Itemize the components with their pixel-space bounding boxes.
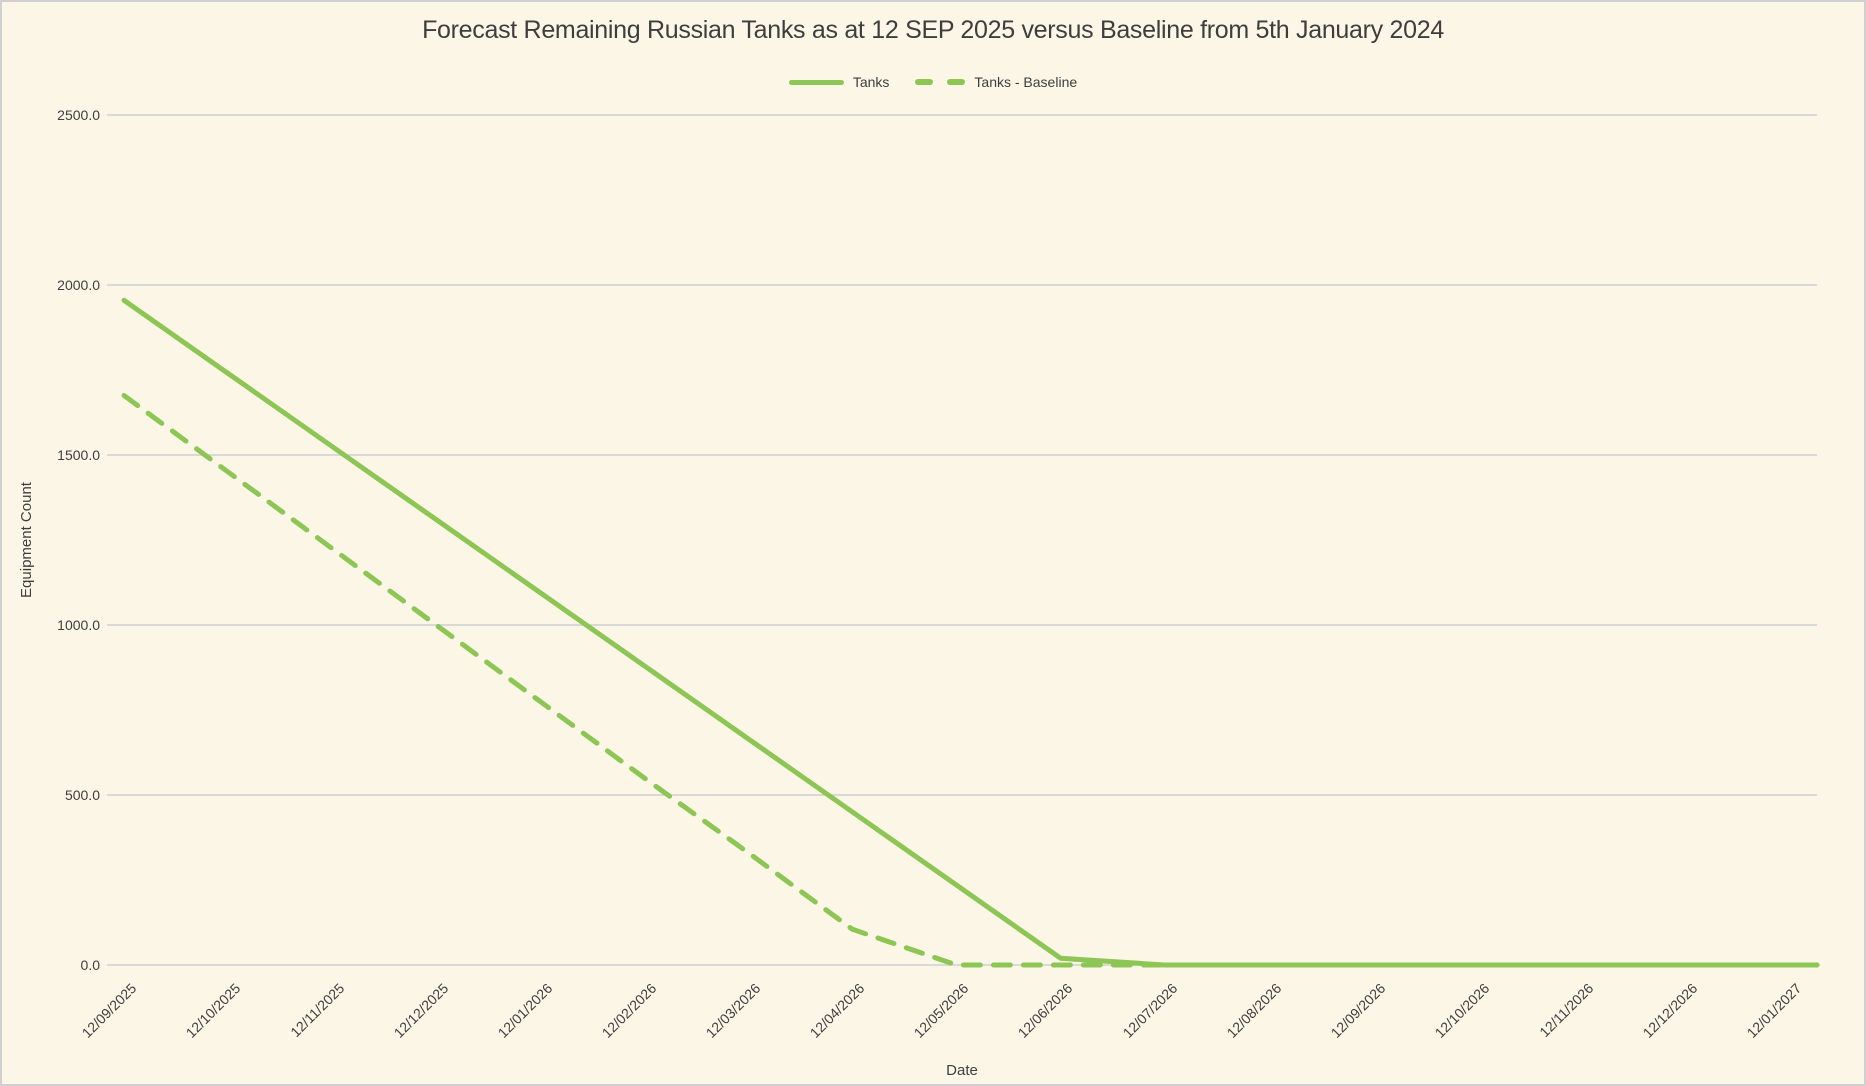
tanks-line	[121, 297, 1820, 968]
y-axis-tick-label: 2000.0	[57, 277, 100, 293]
y-axis-tick-label: 1500.0	[57, 447, 100, 463]
legend-label-tanks-baseline: Tanks - Baseline	[974, 74, 1078, 90]
dashed-line-swatch-icon	[915, 79, 966, 85]
y-axis-tick-label: 2500.0	[57, 107, 100, 123]
x-axis-title: Date	[946, 1062, 978, 1079]
y-axis-tick-label: 1000.0	[57, 617, 100, 633]
y-axis-title: Equipment Count	[18, 482, 35, 598]
legend-label-tanks: Tanks	[852, 74, 890, 90]
solid-line-swatch-icon	[788, 79, 844, 85]
legend-item-tanks-baseline: Tanks - Baseline	[915, 74, 1077, 90]
legend: Tanks Tanks - Baseline	[2, 74, 1864, 90]
y-axis-tick-label: 0.0	[80, 957, 100, 973]
gridlines	[107, 114, 1817, 966]
legend-item-tanks: Tanks	[788, 74, 890, 90]
y-axis-tick-label: 500.0	[64, 787, 100, 803]
chart-title: Forecast Remaining Russian Tanks as at 1…	[422, 16, 1444, 44]
